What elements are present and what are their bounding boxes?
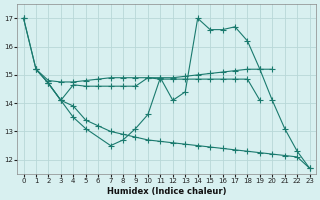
X-axis label: Humidex (Indice chaleur): Humidex (Indice chaleur) (107, 187, 226, 196)
